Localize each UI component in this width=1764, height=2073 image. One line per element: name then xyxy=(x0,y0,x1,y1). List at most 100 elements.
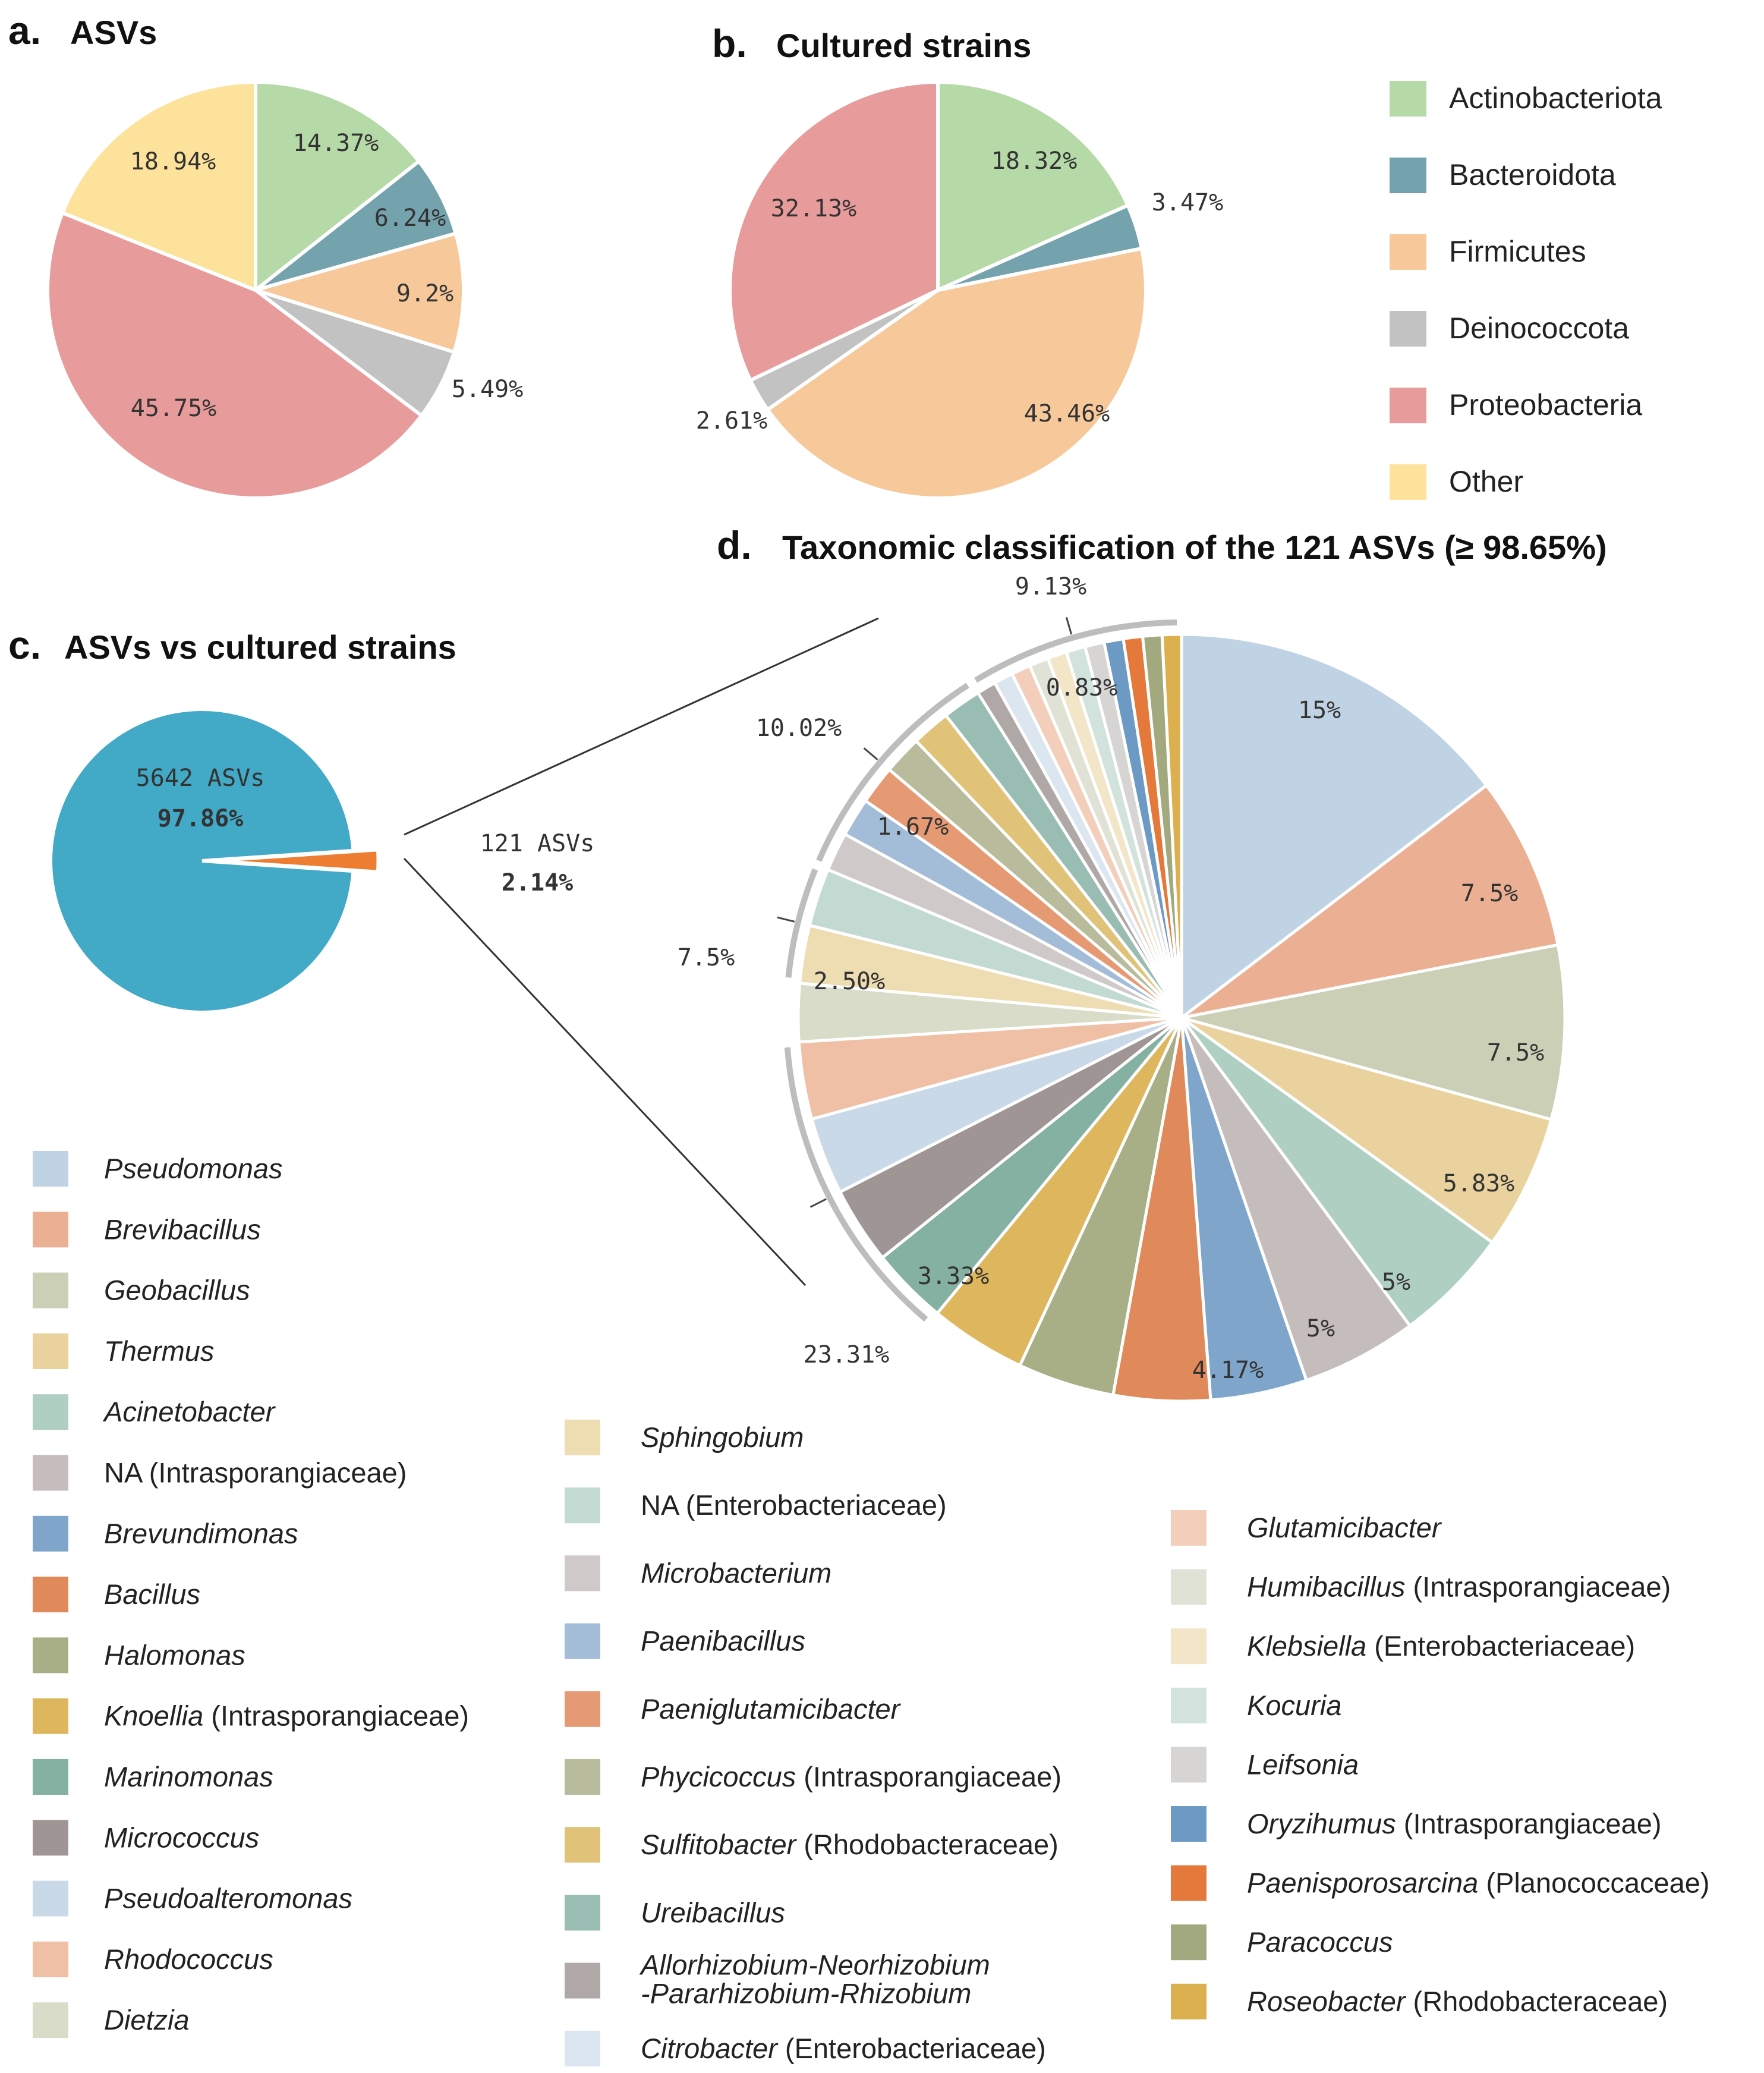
slice-label-paeniglutamicibacter: 1.67% xyxy=(877,813,949,841)
slice-geobacillus xyxy=(1180,943,1567,1121)
slice-firmicutes xyxy=(766,246,1148,500)
big-slice-pct: 97.86% xyxy=(158,805,244,832)
pie-chart-cultured-strains: 18.32% 3.47% 43.46% 2.61% 32.13% xyxy=(696,80,1223,500)
slice-thermus xyxy=(1180,1016,1553,1244)
legend-label-citrobacter: Citrobacter (Enterobacteriaceae) xyxy=(641,2033,1046,2064)
legend-label-microbacterium: Microbacterium xyxy=(641,1557,831,1588)
slice-label-deinococcota: 2.61% xyxy=(696,407,767,435)
legend-label-leifsonia: Leifsonia xyxy=(1247,1748,1359,1780)
group-label-0: 9.13% xyxy=(1015,573,1086,600)
panel-d-letter: d. xyxy=(717,523,752,567)
legend-swatch-paenibacillus xyxy=(565,1623,600,1659)
legend-swatch-thermus xyxy=(33,1333,68,1369)
legend-swatch-brevibacillus xyxy=(33,1212,68,1248)
slice-5642-asvs xyxy=(49,707,355,1014)
slice-acinetobacter xyxy=(1180,1016,1494,1328)
legend-label-knoellia: Knoellia (Intrasporangiaceae) xyxy=(104,1700,469,1732)
legend-swatch-na-enterobacteriaceae xyxy=(565,1487,600,1524)
group-tick xyxy=(777,916,795,923)
connector-line-top xyxy=(404,617,879,836)
slice-label-brevibacillus: 7.5% xyxy=(1461,880,1518,907)
legend-label-allorhizobium-neorhizobium: Allorhizobium-Neorhizobium -Pararhizobium… xyxy=(639,1949,990,2009)
legend-swatch-other xyxy=(1390,464,1426,500)
panel-c-letter: c. xyxy=(8,623,41,667)
small-slice-pct: 2.14% xyxy=(502,869,573,896)
slice-label-geobacillus: 7.5% xyxy=(1487,1039,1544,1067)
legend-label-klebsiella: Klebsiella (Enterobacteriaceae) xyxy=(1247,1630,1635,1662)
legend-swatch-acinetobacter xyxy=(33,1394,68,1430)
legend-swatch-bacteroidota xyxy=(1390,158,1426,193)
legend-label-paracoccus: Paracoccus xyxy=(1247,1926,1393,1958)
slice-firmicutes xyxy=(254,231,465,354)
legend-label-sulfitobacter: Sulfitobacter (Rhodobacteraceae) xyxy=(641,1829,1059,1860)
slice-label-other: 18.94% xyxy=(130,148,216,175)
legend-label-brevundimonas: Brevundimonas xyxy=(104,1518,298,1549)
slice-label-firmicutes: 9.2% xyxy=(396,280,453,307)
legend-label-humibacillus: Humibacillus (Intrasporangiaceae) xyxy=(1247,1571,1671,1603)
legend-label-paenisporosarcina: Paenisporosarcina (Planococcaceae) xyxy=(1247,1867,1710,1899)
legend-label-pseudomonas: Pseudomonas xyxy=(104,1153,282,1184)
legend-swatch-allorhizobium-neorhizobium xyxy=(565,1962,600,1999)
group-tick xyxy=(1065,616,1073,635)
legend-label-oryzihumus: Oryzihumus (Intrasporangiaceae) xyxy=(1247,1808,1662,1839)
legend-label-halomonas: Halomonas xyxy=(104,1639,245,1671)
legend-label-phycicoccus: Phycicoccus (Intrasporangiaceae) xyxy=(641,1761,1061,1792)
legend-label-glutamicibacter: Glutamicibacter xyxy=(1247,1512,1442,1543)
slice-label-bacteroidota: 6.24% xyxy=(374,205,446,232)
slice-roseobacter xyxy=(1160,633,1183,1020)
legend-swatch-microbacterium xyxy=(565,1555,600,1591)
slice-other xyxy=(61,80,257,292)
group-tick xyxy=(809,1198,827,1208)
legend-swatch-citrobacter xyxy=(565,2030,600,2066)
legend-label-paeniglutamicibacter: Paeniglutamicibacter xyxy=(641,1693,902,1725)
legend-swatch-brevundimonas xyxy=(33,1515,68,1552)
legend-swatch-dietzia xyxy=(33,2002,68,2039)
legend-swatch-halomonas xyxy=(33,1637,68,1674)
panel-d-title: Taxonomic classification of the 121 ASVs… xyxy=(782,529,1607,566)
legend-label-acinetobacter: Acinetobacter xyxy=(102,1396,276,1427)
panel-a-letter: a. xyxy=(8,8,41,52)
slice-label-bacteroidota: 3.47% xyxy=(1152,189,1223,216)
legend-label-rhodococcus: Rhodococcus xyxy=(104,1943,273,1975)
pie-chart-asvs-vs-cultured: 5642 ASVs 97.86% 121 ASVs 2.14% xyxy=(49,617,879,1286)
legend-label-ureibacillus: Ureibacillus xyxy=(641,1896,785,1928)
group-label-1: 10.02% xyxy=(756,715,842,742)
legend-label-other: Other xyxy=(1449,465,1523,498)
legend-swatch-proteobacteria xyxy=(1390,388,1426,423)
group-label-3: 23.31% xyxy=(804,1341,890,1369)
slice-label-na-intrasporangiaceae: 5% xyxy=(1306,1315,1335,1342)
legend-swatch-oryzihumus xyxy=(1171,1806,1207,1842)
legend-label-kocuria: Kocuria xyxy=(1247,1690,1341,1721)
group-arc xyxy=(816,682,969,862)
legend-swatch-pseudomonas xyxy=(33,1151,68,1187)
slice-label-proteobacteria: 45.75% xyxy=(131,395,217,422)
group-arc xyxy=(974,619,1177,683)
legend-swatch-deinococcota xyxy=(1390,311,1426,347)
genus-legend: Pseudomonas Brevibacillus Geobacillus Therm… xyxy=(33,1151,1710,2066)
legend-swatch-knoellia xyxy=(33,1698,68,1734)
legend-swatch-sulfitobacter xyxy=(565,1827,600,1863)
slice-proteobacteria xyxy=(728,80,940,382)
slice-brevibacillus xyxy=(1180,784,1560,1020)
legend-label-bacillus: Bacillus xyxy=(104,1578,200,1610)
panel-c-title: ASVs vs cultured strains xyxy=(64,628,456,666)
legend-swatch-klebsiella xyxy=(1171,1628,1207,1665)
panel-a-title: ASVs xyxy=(70,14,157,51)
legend-label-marinomonas: Marinomonas xyxy=(104,1761,273,1792)
slice-label-actinobacteriota: 18.32% xyxy=(991,147,1078,175)
legend-swatch-glutamicibacter xyxy=(1171,1510,1207,1546)
legend-label-actinobacteriota: Actinobacteriota xyxy=(1449,81,1662,115)
small-slice-count: 121 ASVs xyxy=(480,830,595,857)
slice-label-sphingobium: 2.50% xyxy=(814,968,885,995)
slice-121-asvs xyxy=(225,850,379,872)
legend-swatch-marinomonas xyxy=(33,1759,68,1795)
slice-label-pseudomonas: 15% xyxy=(1298,697,1341,724)
legend-swatch-kocuria xyxy=(1171,1687,1207,1723)
slice-pseudomonas xyxy=(1180,633,1488,1020)
legend-swatch-paenisporosarcina xyxy=(1171,1865,1207,1901)
legend-label-proteobacteria: Proteobacteria xyxy=(1449,388,1642,421)
slice-label-firmicutes: 43.46% xyxy=(1024,400,1110,427)
legend-label-paenibacillus: Paenibacillus xyxy=(641,1625,805,1657)
legend-swatch-roseobacter xyxy=(1171,1983,1207,2019)
